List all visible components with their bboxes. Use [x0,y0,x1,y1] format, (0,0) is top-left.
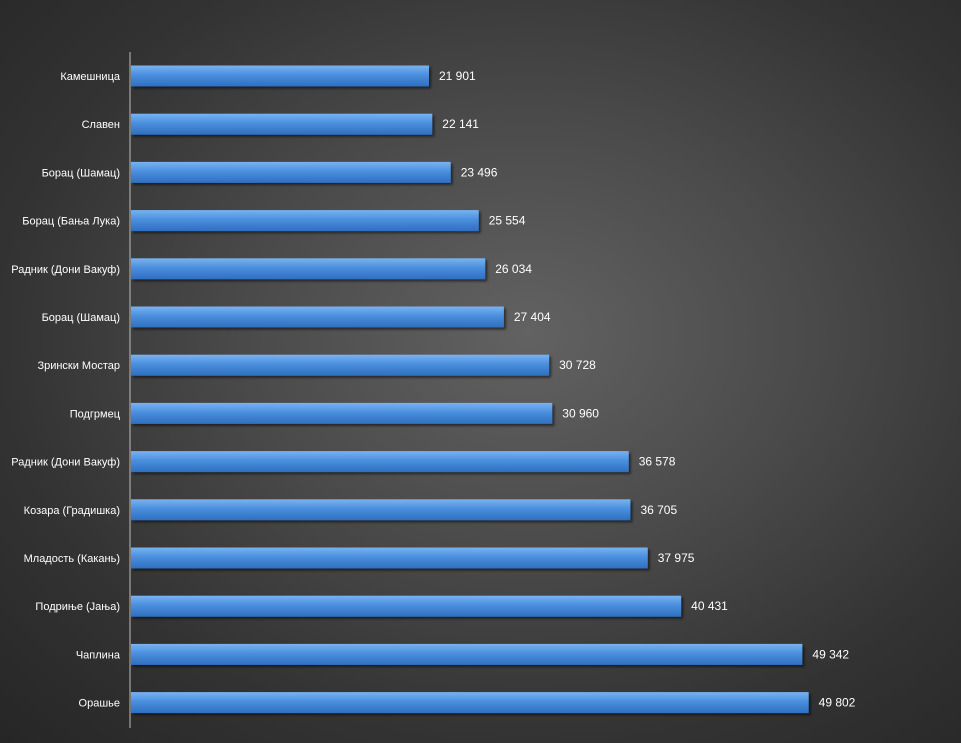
category-label: Младость (Какань) [24,553,120,565]
value-label: 40 431 [691,599,728,613]
bars-group [131,65,809,714]
category-label: Радник (Дони Вакуф) [11,457,120,469]
value-label: 21 901 [439,69,476,83]
bar [131,547,648,569]
value-label: 25 554 [489,214,526,228]
category-label: Зрински Мостар [37,360,120,372]
bar [131,258,486,280]
category-label: Чаплина [76,649,121,661]
category-label: Козара (Градишка) [24,505,120,517]
value-label: 37 975 [658,551,695,565]
value-label: 36 578 [639,455,676,469]
value-label: 27 404 [514,310,551,324]
value-label: 49 342 [812,647,849,661]
bar [131,402,553,424]
bar [131,499,631,521]
value-label: 49 802 [819,696,856,710]
value-label: 23 496 [461,165,498,179]
category-label: Орашье [79,698,120,710]
bar [131,161,451,183]
category-label: Подриње (Јања) [35,601,120,613]
bar [131,595,682,617]
bar [131,692,809,714]
bar [131,113,433,135]
value-label: 30 728 [559,358,596,372]
bar [131,643,803,665]
category-label: Подгрмец [70,408,121,420]
bar [131,65,430,87]
category-label: Славен [82,119,120,131]
category-label: Борац (Шамац) [42,312,120,324]
bar [131,210,479,232]
category-label: Борац (Шамац) [42,167,120,179]
category-label: Радник (Дони Вакуф) [11,264,120,276]
bar [131,306,504,328]
value-label: 30 960 [562,406,599,420]
value-label: 36 705 [640,503,677,517]
value-labels: 21 901 22 141 23 496 25 554 26 034 27 404 30 7… [439,69,856,710]
category-label: Камешница [60,71,121,83]
value-label: 26 034 [495,262,532,276]
value-label: 22 141 [442,117,479,131]
category-labels: Камешница Славен Борац (Шамац) Борац (Бања … [11,71,121,710]
bar [131,354,550,376]
category-label: Борац (Бања Лука) [22,216,120,228]
bar [131,451,629,473]
